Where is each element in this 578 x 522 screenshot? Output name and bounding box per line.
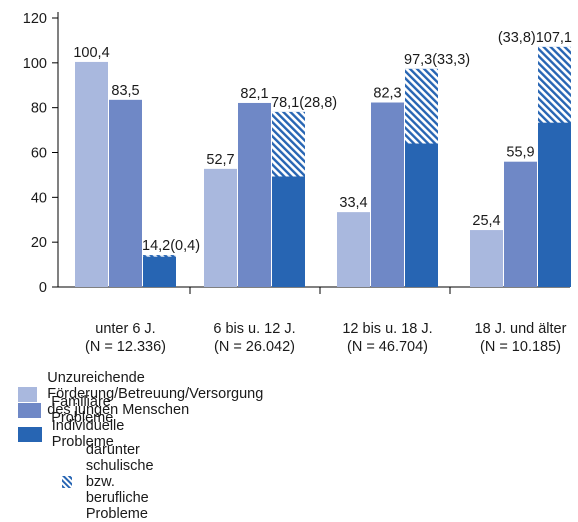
- bar-subset-hatch: [538, 46, 571, 123]
- data-label: (33,8)107,1: [498, 30, 572, 46]
- data-label: 55,9: [506, 145, 534, 161]
- bar-0: [75, 61, 108, 287]
- y-tick-label: 20: [31, 235, 47, 251]
- category-label: unter 6 J.: [95, 321, 155, 337]
- bar-subset-hatch: [143, 255, 176, 257]
- category-label: 6 bis u. 12 J.: [213, 321, 295, 337]
- bar-chart: 0 20 40 60 80 100 120 100,4 83,5 14,2(0,4) unter 6…: [23, 11, 572, 355]
- legend-swatch-familiaer: [18, 402, 42, 418]
- category-label: 18 J. und älter: [475, 321, 567, 337]
- legend-swatch-foerderung: [18, 386, 38, 402]
- category-count-label: (N = 10.185): [480, 339, 561, 355]
- legend-item-foerderung: Unzureichende Förderung/Betreuung/Versor…: [18, 370, 282, 418]
- category-label: 12 bis u. 18 J.: [342, 321, 432, 337]
- bar-1: [504, 161, 537, 287]
- category-count-label: (N = 26.042): [214, 339, 295, 355]
- y-tick-label: 80: [31, 101, 47, 117]
- legend-item-schulisch: darunter schulische bzw. berufliche Prob…: [18, 442, 176, 522]
- data-label: 14,2(0,4): [142, 238, 200, 254]
- legend-item-individuell: Individuelle Probleme: [18, 418, 139, 450]
- data-label: 52,7: [206, 152, 234, 168]
- y-tick-label: 60: [31, 146, 47, 162]
- y-tick-label: 100: [23, 56, 47, 72]
- legend-item-familiaer: Familiäre Probleme: [18, 394, 128, 426]
- y-tick-label: 120: [23, 11, 47, 27]
- category-count-label: (N = 12.336): [85, 339, 166, 355]
- legend-label-familiaer: Familiäre Probleme: [51, 394, 114, 426]
- legend-label-foerderung: Unzureichende Förderung/Betreuung/Versor…: [47, 370, 264, 418]
- bar-1: [371, 102, 404, 287]
- legend-label-schulisch: darunter schulische bzw. berufliche Prob…: [85, 442, 154, 522]
- data-label: 82,3: [373, 86, 401, 102]
- category-count-label: (N = 46.704): [347, 339, 428, 355]
- data-label: 78,1(28,8): [271, 95, 337, 111]
- y-tick-label: 0: [39, 280, 47, 296]
- bar-0: [337, 212, 370, 287]
- data-label: 25,4: [472, 213, 500, 229]
- data-label: 33,4: [339, 195, 367, 211]
- y-tick-label: 40: [31, 190, 47, 206]
- data-label: 97,3(33,3): [404, 52, 470, 68]
- bar-subset-hatch: [272, 111, 305, 177]
- bar-1: [238, 102, 271, 287]
- data-label: 82,1: [240, 86, 268, 102]
- legend-label-individuell: Individuelle Probleme: [51, 418, 125, 450]
- data-label: 83,5: [111, 83, 139, 99]
- data-label: 100,4: [73, 45, 109, 61]
- bar-0: [204, 168, 237, 287]
- bar-0: [470, 230, 503, 287]
- legend-swatch-individuell: [18, 426, 42, 442]
- bar-2: [143, 255, 176, 287]
- legend-swatch-schulisch: [62, 476, 72, 488]
- bar-1: [109, 99, 142, 287]
- bar-subset-hatch: [405, 68, 438, 144]
